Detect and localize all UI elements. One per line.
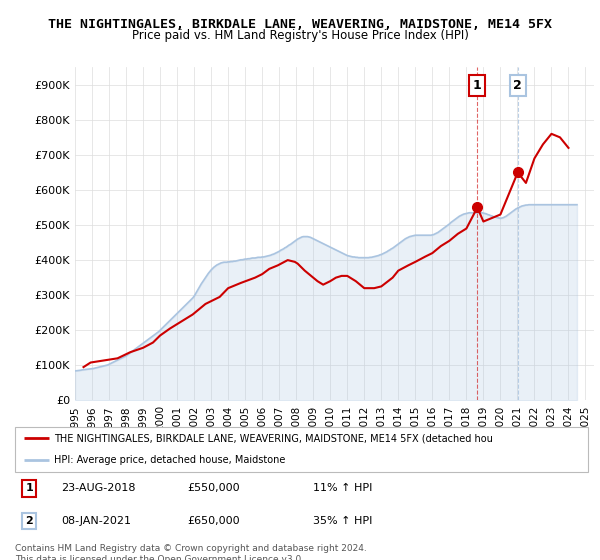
Text: Contains HM Land Registry data © Crown copyright and database right 2024.
This d: Contains HM Land Registry data © Crown c…: [15, 544, 367, 560]
Text: 1: 1: [25, 483, 33, 493]
Text: 11% ↑ HPI: 11% ↑ HPI: [313, 483, 373, 493]
Text: 08-JAN-2021: 08-JAN-2021: [61, 516, 131, 526]
Text: £650,000: £650,000: [187, 516, 239, 526]
Text: 1: 1: [473, 79, 482, 92]
Text: 2: 2: [25, 516, 33, 526]
FancyBboxPatch shape: [15, 427, 588, 472]
Text: 23-AUG-2018: 23-AUG-2018: [61, 483, 136, 493]
Text: Price paid vs. HM Land Registry's House Price Index (HPI): Price paid vs. HM Land Registry's House …: [131, 29, 469, 42]
Text: 35% ↑ HPI: 35% ↑ HPI: [313, 516, 373, 526]
Text: HPI: Average price, detached house, Maidstone: HPI: Average price, detached house, Maid…: [54, 455, 286, 465]
Text: £550,000: £550,000: [187, 483, 239, 493]
Text: THE NIGHTINGALES, BIRKDALE LANE, WEAVERING, MAIDSTONE, ME14 5FX (detached hou: THE NIGHTINGALES, BIRKDALE LANE, WEAVERI…: [54, 433, 493, 444]
Text: 2: 2: [514, 79, 522, 92]
Text: THE NIGHTINGALES, BIRKDALE LANE, WEAVERING, MAIDSTONE, ME14 5FX: THE NIGHTINGALES, BIRKDALE LANE, WEAVERI…: [48, 18, 552, 31]
